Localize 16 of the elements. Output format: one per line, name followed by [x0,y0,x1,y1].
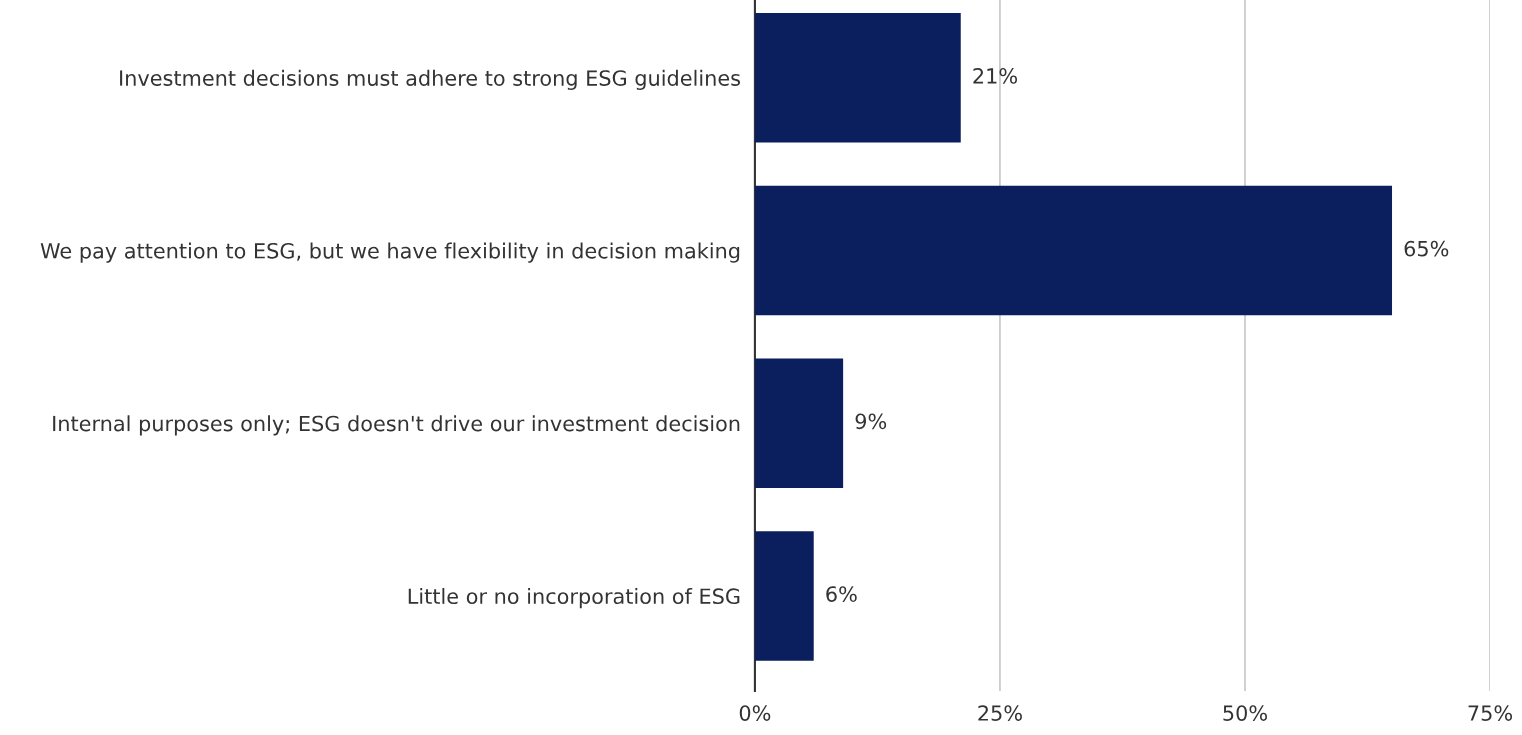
data-label: 65% [1404,240,1449,257]
bar [754,12,961,143]
data-label: 6% [826,586,857,602]
bar [754,185,1393,316]
bar [754,358,844,488]
x-tick-label: 75% [1468,705,1513,721]
y-tick-label: Little or no incorporation of ESG [408,587,740,609]
y-tick-label: Investment decisions must adhere to strong ESG guidelines [120,69,741,90]
data-label: 9% [855,413,887,430]
x-tick-label: 50% [1223,705,1267,721]
y-tick-label: Internal purposes only; ESG doesn't drive our investment decision [53,415,740,436]
x-tick-label: 0% [739,705,771,721]
data-label: 21% [973,68,1018,84]
y-tick-label: We pay attention to ESG, but we have flexibility in decision making [40,242,740,263]
x-tick-label: 25% [978,705,1022,721]
bar [754,531,814,661]
